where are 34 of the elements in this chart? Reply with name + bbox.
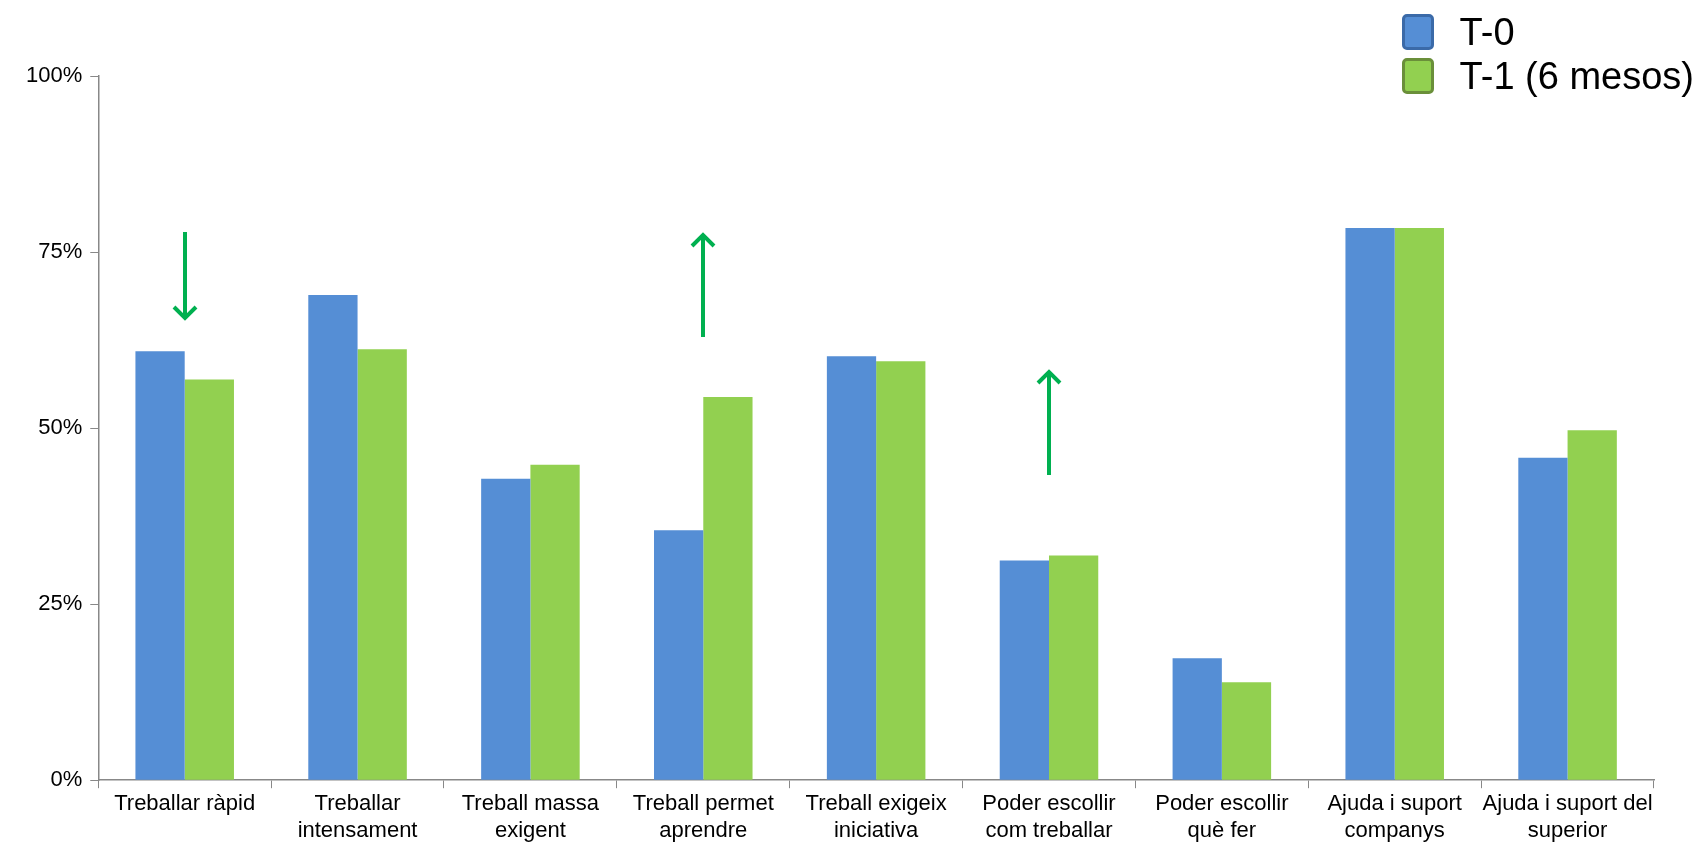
x-tick-label: Ajuda i suport del superior <box>1482 790 1653 842</box>
x-tick-label: Treball massa exigent <box>461 790 600 842</box>
bar <box>654 530 704 780</box>
bar <box>1394 228 1444 780</box>
x-tick-label: Treball permet aprendre <box>632 790 774 842</box>
bar <box>826 356 877 780</box>
x-tick-label: Treball exigeix iniciativa <box>805 790 947 842</box>
bar <box>184 379 234 780</box>
x-tick-label: Ajuda i suport companys <box>1327 790 1462 842</box>
bar <box>357 349 407 780</box>
x-tick-label: Poder escollir com treballar <box>982 790 1116 842</box>
y-tick-label: 25% <box>38 590 83 616</box>
bar <box>1567 430 1617 780</box>
bar <box>530 464 580 780</box>
bar <box>308 295 358 780</box>
bar <box>1345 228 1395 780</box>
x-tick-label: Poder escollir què fer <box>1155 790 1289 842</box>
bar <box>999 560 1049 780</box>
legend-label: T-1 (6 mesos) <box>1459 54 1694 98</box>
x-tick-label: Treballar intensament <box>297 790 418 842</box>
bar <box>1048 555 1099 780</box>
y-tick-label: 50% <box>38 414 83 440</box>
x-tick-label: Treballar ràpid <box>114 790 256 816</box>
bar <box>1518 457 1568 780</box>
bar <box>1221 682 1272 780</box>
y-tick-label: 100% <box>25 62 83 88</box>
bar <box>1172 658 1222 780</box>
bar <box>135 351 185 780</box>
bar <box>703 397 753 780</box>
y-tick-label: 0% <box>50 766 83 792</box>
y-tick-label: 75% <box>38 238 83 264</box>
bar <box>481 478 531 780</box>
legend-label: T-0 <box>1459 10 1515 54</box>
bar <box>876 361 926 780</box>
